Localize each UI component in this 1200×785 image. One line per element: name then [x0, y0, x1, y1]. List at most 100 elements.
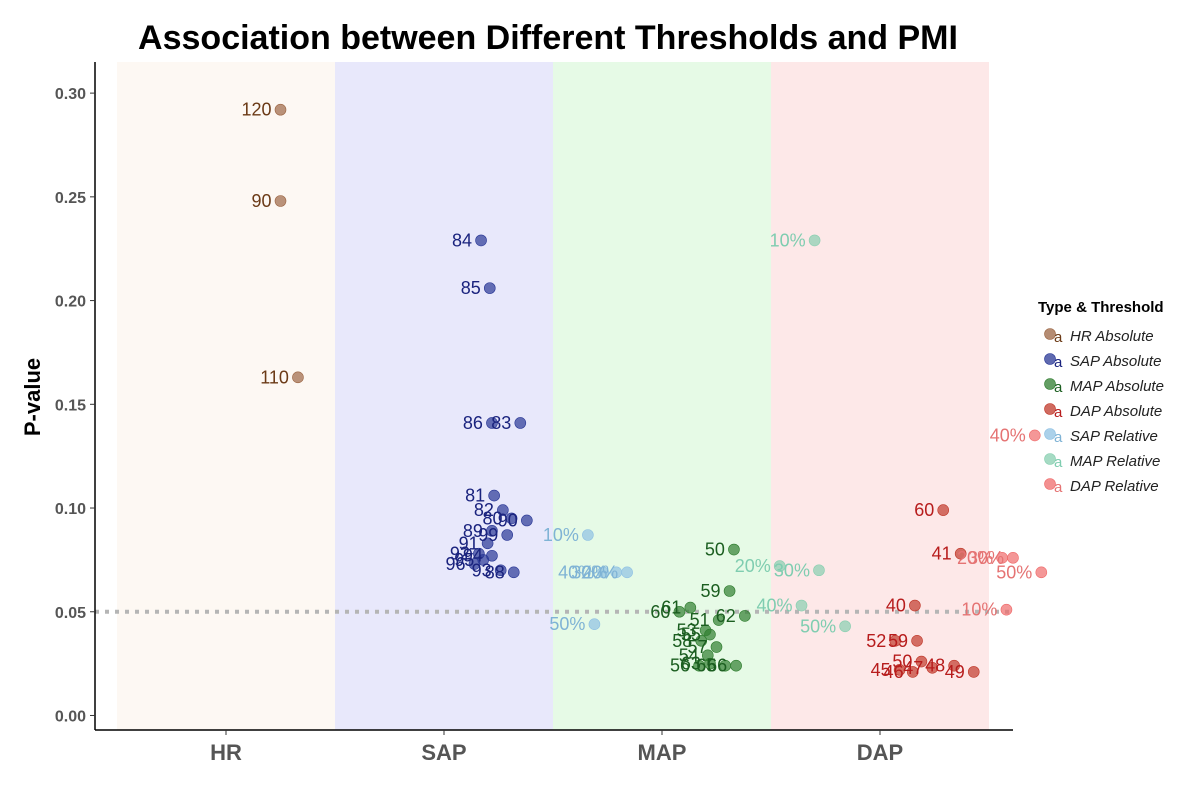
- x-tick-label: MAP: [638, 740, 687, 765]
- data-label: 60: [914, 500, 934, 520]
- data-point: [1000, 603, 1013, 616]
- data-label: 83: [491, 413, 511, 433]
- data-label: 50: [705, 540, 725, 560]
- legend-entry-label: MAP Relative: [1070, 453, 1160, 470]
- data-point: [483, 282, 496, 294]
- data-label: 90: [251, 191, 271, 211]
- legend: Type & Threshold a HR Absolute a SAP Absolu…: [1038, 299, 1164, 496]
- data-label: 50%: [549, 614, 585, 634]
- data-point: [501, 529, 514, 541]
- data-label: 99: [478, 525, 498, 545]
- data-point: [477, 554, 490, 566]
- data-point: [588, 618, 601, 630]
- data-point: [486, 525, 498, 537]
- data-label: 40: [886, 596, 906, 616]
- legend-key-point: [1044, 453, 1056, 465]
- data-point: [906, 666, 919, 678]
- data-label: 40%: [990, 425, 1026, 445]
- data-point: [967, 666, 980, 678]
- data-point: [481, 537, 494, 550]
- x-tick-label: DAP: [857, 740, 903, 765]
- data-label: 20%: [957, 548, 993, 568]
- data-point: [839, 620, 851, 633]
- data-label: 82: [474, 500, 494, 520]
- data-point: [730, 659, 742, 672]
- y-tick-label: 0.00: [55, 708, 86, 725]
- data-point: [954, 547, 967, 560]
- y-tick-label: 0.05: [55, 605, 86, 622]
- data-label: 49: [945, 662, 965, 682]
- legend-key-point: [1044, 328, 1056, 340]
- legend-key-point: [1044, 378, 1056, 390]
- data-label: 40%: [756, 596, 792, 616]
- data-label: 66: [707, 656, 727, 676]
- data-label: 63: [681, 654, 701, 674]
- data-point: [813, 564, 825, 577]
- data-label: 88: [485, 562, 505, 582]
- data-label: 54: [679, 645, 699, 665]
- y-tick-label: 0.10: [55, 501, 86, 518]
- y-tick-label: 0.15: [55, 397, 86, 414]
- legend-entry-label: MAP Absolute: [1070, 378, 1164, 395]
- data-point: [795, 599, 808, 612]
- data-point: [497, 504, 509, 516]
- data-label: 20%: [582, 562, 618, 582]
- data-point: [684, 601, 697, 614]
- data-label: 58: [672, 631, 692, 651]
- data-point: [1035, 566, 1048, 579]
- data-label: 50%: [800, 616, 836, 636]
- data-point: [505, 512, 518, 525]
- data-label: 94: [463, 546, 483, 566]
- data-label: 48: [925, 656, 945, 676]
- y-tick-label: 0.25: [55, 190, 86, 207]
- axes: 0.00 0.05 0.10 0.15 0.20 0.25 0.30 HR SAP MAP DAP: [55, 62, 1013, 765]
- legend-key-point: [1044, 403, 1056, 415]
- data-point: [274, 195, 287, 207]
- data-label: 20%: [735, 556, 771, 576]
- legend-key-glyph: a: [1054, 429, 1063, 446]
- data-point: [808, 234, 821, 247]
- data-point: [728, 543, 740, 556]
- legend-key-glyph: a: [1054, 479, 1063, 496]
- chart-title: Association between Different Thresholds…: [138, 19, 958, 57]
- data-point: [937, 504, 950, 516]
- legend-key-glyph: a: [1054, 354, 1063, 371]
- data-point: [911, 634, 923, 647]
- legend-key-glyph: a: [1054, 454, 1063, 471]
- legend-entry-label: DAP Relative: [1070, 478, 1159, 495]
- data-point: [597, 566, 609, 579]
- data-label: 61: [661, 598, 681, 618]
- data-label: 45: [871, 660, 891, 680]
- data-point: [621, 566, 633, 579]
- data-point: [673, 605, 686, 618]
- legend-title: Type & Threshold: [1038, 299, 1164, 316]
- data-label: 60: [650, 602, 670, 622]
- data-label: 56: [670, 656, 690, 676]
- data-point: [486, 417, 498, 429]
- data-label: 59: [888, 631, 908, 651]
- data-points: [274, 103, 1048, 678]
- data-label: 57: [687, 637, 707, 657]
- data-label: 81: [465, 486, 485, 506]
- data-point: [274, 103, 287, 116]
- band-sap: [335, 62, 553, 730]
- data-point: [695, 634, 708, 647]
- band-dap: [771, 62, 989, 730]
- data-label: 50: [892, 652, 912, 672]
- data-label: 80: [483, 508, 503, 528]
- data-label: 51: [690, 610, 710, 630]
- x-tick-label: SAP: [421, 740, 466, 765]
- data-label: 47: [903, 658, 923, 678]
- data-point: [488, 489, 500, 502]
- y-tick-label: 0.20: [55, 294, 86, 311]
- data-point: [521, 514, 533, 527]
- band-hr: [117, 62, 335, 730]
- legend-key-glyph: a: [1054, 329, 1063, 346]
- data-label: 50%: [996, 562, 1032, 582]
- legend-entry-label: DAP Absolute: [1070, 403, 1162, 420]
- data-label: 92: [450, 544, 470, 564]
- data-label: 10%: [543, 525, 579, 545]
- data-point: [996, 552, 1008, 564]
